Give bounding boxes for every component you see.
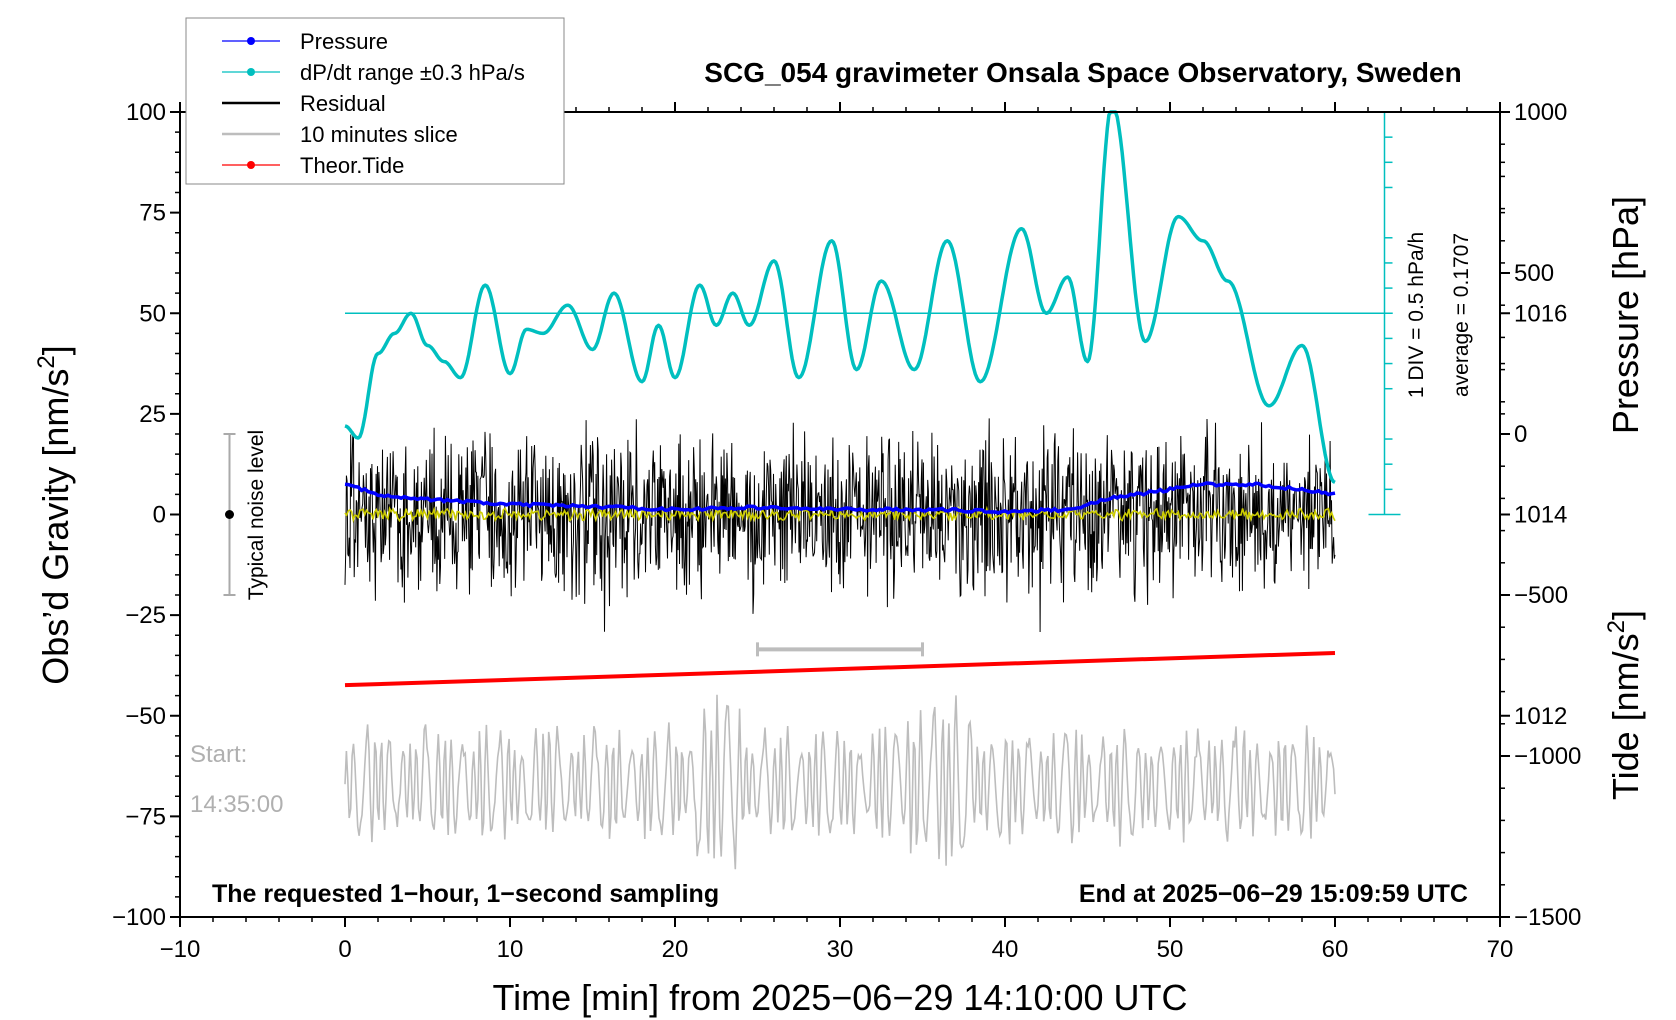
y-tick-label: −50 [125,703,166,730]
pressure-tick-label: 1016 [1514,300,1567,327]
x-tick-label: 20 [662,936,689,963]
x-tick-label: 10 [497,936,524,963]
dpdt-series-line [344,110,1336,484]
slice-series-line [344,694,1336,870]
pressure-tick-label: 1014 [1514,502,1567,529]
x-tick-label: 70 [1487,936,1514,963]
residual-series-line [344,418,1336,633]
y-tick-label: −25 [125,602,166,629]
legend-marker [247,68,255,76]
tide-series-line [344,650,1336,688]
data-layer [223,110,1401,870]
y-tick-label: −100 [112,904,166,931]
y-tick-label: 25 [139,401,166,428]
slice-start-time: 14:35:00 [190,791,283,818]
y-axis-title-gravity: Obs’d Gravity [nm/s2] [33,345,76,684]
noise-bar-center-dot [225,510,234,519]
axis-layer: −10 0 10 20 30 40 50 60 701007550250−25−50−75−10… [112,99,1581,963]
legend-marker [247,161,255,169]
y-axis-title-pressure: Pressure [hPa] [1605,196,1646,434]
div-note: 1 DIV = 0.5 hPa/h [1405,232,1428,398]
tide-tick-label: −1000 [1514,743,1581,770]
chart-title: SCG_054 gravimeter Onsala Space Observat… [704,57,1461,88]
y-tick-label: 0 [153,502,166,529]
x-tick-label: 60 [1322,936,1349,963]
x-tick-label: 0 [338,936,351,963]
tide-tick-label: 1000 [1514,99,1567,126]
legend-label: Theor.Tide [300,153,404,178]
slice-start-label: Start: [190,741,247,768]
y-tick-label: −75 [125,803,166,830]
legend-box [185,17,565,185]
average-note: average = 0.1707 [1450,233,1473,397]
y-tick-label: 100 [126,99,166,126]
tide-tick-label: −1500 [1514,904,1581,931]
tide-tick-label: 500 [1514,260,1554,287]
legend-label: dP/dt range ±0.3 hPa/s [300,60,525,85]
legend-label: Pressure [300,29,388,54]
pressure-series-line [344,481,1336,515]
legend-label: 10 minutes slice [300,122,458,147]
y-tick-label: 75 [139,200,166,227]
x-axis-title: Time [min] from 2025−06−29 14:10:00 UTC [492,977,1187,1018]
x-tick-label: 30 [827,936,854,963]
x-tick-label: −10 [160,936,201,963]
tide-tick-label: −500 [1514,582,1568,609]
x-tick-label: 50 [1157,936,1184,963]
bottom-right-note: End at 2025−06−29 15:09:59 UTC [1079,880,1468,908]
bottom-left-note: The requested 1−hour, 1−second sampling [212,880,719,908]
x-tick-label: 40 [992,936,1019,963]
legend-marker [247,37,255,45]
legend-label: Residual [300,91,386,116]
pressure-tick-label: 1012 [1514,703,1567,730]
y-axis-title-tide: Tide [nm/s2] [1603,610,1646,800]
tide-tick-label: 0 [1514,421,1527,448]
legend: Pressure dP/dt range ±0.3 hPa/s Residual 10… [185,17,565,185]
typical-noise-label: Typical noise level [245,430,268,600]
y-tick-label: 50 [139,300,166,327]
